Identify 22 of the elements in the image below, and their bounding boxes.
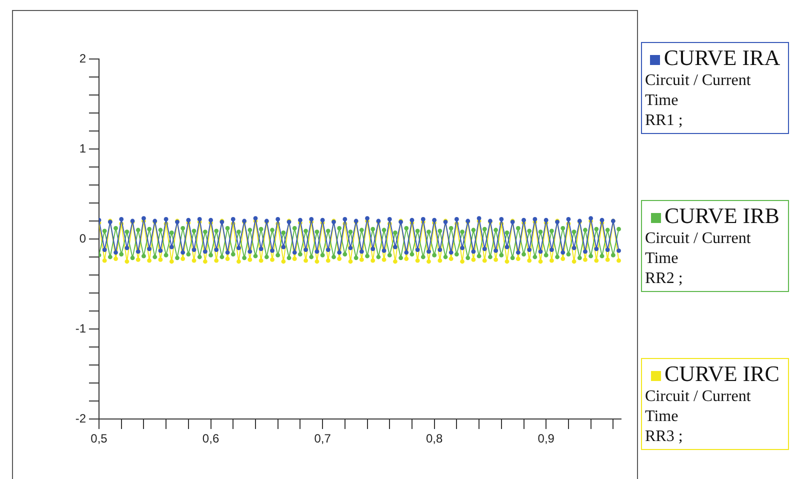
text: RR1 ; xyxy=(645,111,684,131)
text: Time xyxy=(645,408,678,425)
legend-label: CURVE IRB xyxy=(664,203,780,228)
y-tick-label: 0 xyxy=(79,231,86,246)
legend-label: CURVE IRC xyxy=(664,361,780,386)
x-tick-label: 0,7 xyxy=(314,432,332,446)
text: Time xyxy=(645,250,678,267)
y-tick-label: -1 xyxy=(75,321,86,336)
x-tick-label: 0,6 xyxy=(202,432,220,446)
legend-label: CURVE IRA xyxy=(664,45,780,70)
text: RR2 ; xyxy=(645,269,684,289)
y-axis-title: Circuit / Current xyxy=(645,71,752,91)
x-tick-label: 0,5 xyxy=(90,432,108,446)
x-tick-label: 0,8 xyxy=(426,432,443,446)
text: Circuit / Current xyxy=(645,230,751,247)
text: Circuit / Current xyxy=(645,388,751,405)
text: RR3 ; xyxy=(645,427,684,447)
y-tick-label: 2 xyxy=(79,51,86,66)
y-tick-label: 1 xyxy=(79,141,86,156)
y-tick-label: -2 xyxy=(75,411,86,426)
x-axis-title: Time xyxy=(645,91,680,111)
x-tick-label: 0,9 xyxy=(538,432,555,446)
